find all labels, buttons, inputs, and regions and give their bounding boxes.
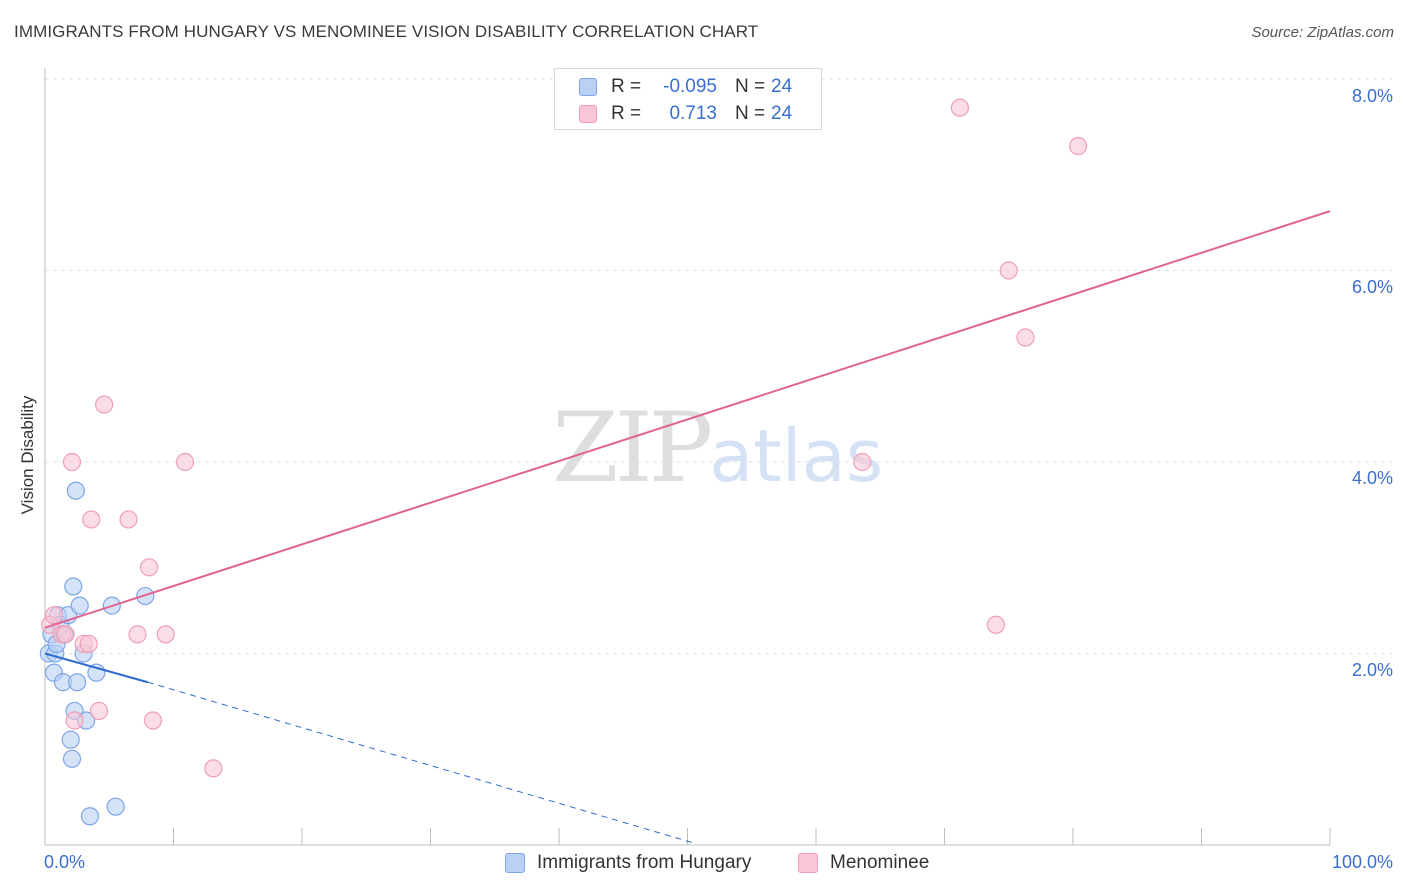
watermark-atlas: atlas: [709, 414, 884, 498]
legend-n-value: 24: [771, 103, 793, 124]
point-menominee: [175, 452, 195, 472]
legend-n-value: 24: [771, 76, 793, 97]
point-menominee: [89, 701, 109, 721]
legend-r-value: 0.713: [669, 103, 717, 124]
y-tick-label-2: 2.0%: [1351, 660, 1393, 680]
point-hungary: [106, 797, 125, 816]
trendline-hungary: [44, 652, 149, 684]
point-menominee: [1069, 136, 1088, 156]
point-menominee: [139, 558, 159, 577]
point-menominee: [95, 395, 114, 414]
point-menominee: [128, 625, 147, 644]
trendline-menominee: [44, 210, 1331, 629]
point-menominee: [143, 711, 163, 730]
point-menominee: [156, 625, 175, 644]
point-menominee: [65, 711, 84, 730]
legend-item-menominee: Menominee: [798, 852, 929, 874]
legend-swatch-menominee: [798, 853, 818, 873]
point-hungary: [68, 673, 87, 692]
legend-item-hungary: Immigrants from Hungary: [505, 852, 751, 874]
legend-row-menominee: R = 0.713 N = 24: [579, 102, 792, 126]
point-menominee: [44, 606, 64, 625]
legend-label-hungary: Immigrants from Hungary: [537, 852, 752, 873]
legend-r-label: R =: [611, 76, 642, 97]
legend-swatch-blue: [579, 78, 597, 96]
legend-swatch-hungary: [505, 853, 525, 873]
point-hungary: [64, 577, 83, 596]
legend-row-hungary: R = -0.095 N = 24: [579, 75, 792, 99]
legend-r-label: R =: [611, 103, 642, 124]
point-menominee: [853, 452, 872, 472]
legend-r-value: -0.095: [663, 76, 717, 97]
point-menominee: [62, 452, 82, 472]
x-tick-label-min: 0.0%: [44, 852, 86, 872]
watermark-zip: ZIP: [552, 392, 713, 504]
watermark: ZIPatlas: [552, 400, 883, 496]
point-hungary: [61, 730, 80, 749]
point-hungary: [66, 481, 85, 500]
point-menominee: [950, 98, 970, 117]
point-menominee: [999, 261, 1018, 280]
chart-title: IMMIGRANTS FROM HUNGARY VS MENOMINEE VIS…: [14, 22, 759, 41]
point-menominee: [82, 510, 101, 529]
series-legend: Immigrants from Hungary Menominee: [0, 852, 1406, 878]
legend-n-label: N =: [735, 103, 766, 124]
point-menominee: [986, 615, 1006, 634]
trendline-hungary-extension: [147, 681, 695, 844]
point-menominee: [204, 759, 223, 778]
y-tick-label-6: 6.0%: [1351, 277, 1393, 297]
legend-swatch-pink: [579, 105, 597, 123]
y-tick-label-4: 4.0%: [1351, 468, 1393, 488]
point-hungary: [70, 596, 89, 615]
x-tick-label-max: 100.0%: [1331, 852, 1393, 872]
source-label: Source: ZipAtlas.com: [1251, 24, 1394, 41]
point-menominee: [1016, 328, 1035, 347]
point-hungary: [80, 807, 100, 826]
legend-label-menominee: Menominee: [830, 852, 930, 873]
point-menominee: [79, 634, 98, 654]
correlation-legend: R = -0.095 N = 24 R = 0.713 N = 24: [554, 68, 822, 130]
point-hungary: [62, 749, 82, 768]
y-tick-label-8: 8.0%: [1351, 86, 1393, 106]
legend-n-label: N =: [735, 76, 766, 97]
point-menominee: [56, 625, 75, 644]
point-menominee: [119, 510, 138, 529]
